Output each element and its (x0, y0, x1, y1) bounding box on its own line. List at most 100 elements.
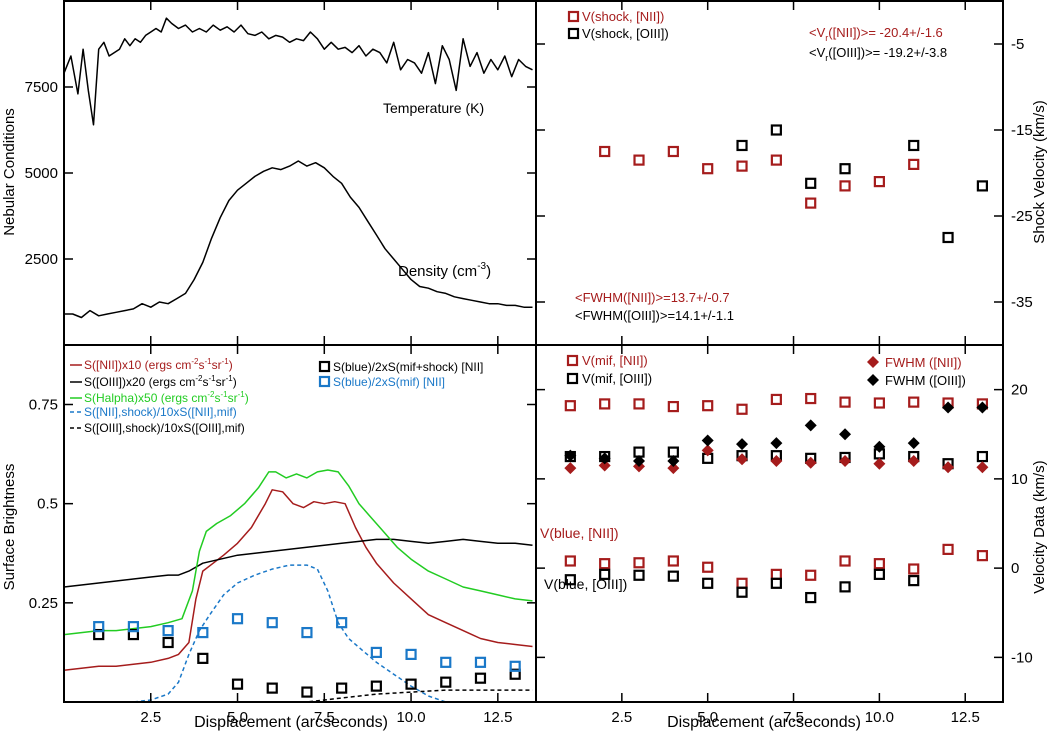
legend-vmif-nii: V(mif, [NII]) (582, 353, 648, 368)
surface-s-nii-x10-line (63, 489, 533, 672)
shock-y-tick-label: -15 (1011, 122, 1033, 139)
surface-s-blue-2xs-mif-nii-point (162, 624, 174, 637)
surface-s-blue-2xs-mif-shock-nii-point (231, 678, 244, 690)
surface-s-blue-2xs-mif-nii-point (405, 648, 417, 661)
surface-s-blue-2xs-mif-nii-point (301, 626, 313, 639)
velocity-fwhm-oiii-point (667, 455, 680, 468)
velocity-v-mif-oiii-point (976, 450, 988, 463)
legend-marker-blue-mif-shock (318, 360, 331, 373)
velocity-panel-frame (535, 344, 1004, 703)
velocity-v-blue-oiii-point (702, 577, 714, 589)
velocity-v-mif-nii-point (702, 400, 714, 412)
shock-y-tick-label: -35 (1011, 294, 1033, 311)
velocity-v-blue-oiii-point (873, 568, 885, 580)
density-annotation-close: ) (486, 263, 491, 280)
vr-nii-suffix: ([NII])>= -20.4+/-1.6 (828, 25, 943, 40)
velocity-fwhm-nii-point (873, 457, 886, 470)
vr-nii-annotation: <Vr([NII])>= -20.4+/-1.6 (809, 25, 943, 43)
shock-v-shock-oiii-point (976, 180, 988, 192)
surface-x-tick-label: 10.0 (396, 709, 425, 726)
legend-halpha-sr: sr (228, 391, 238, 405)
vr-nii-prefix: <V (809, 25, 826, 40)
vr-oiii-prefix: <V (809, 45, 826, 60)
surface-y-tick-label: 0.75 (29, 397, 58, 414)
velocity-fwhm-oiii-point (839, 428, 852, 441)
shock-v-shock-oiii-point (942, 231, 954, 244)
velocity-v-blue-nii-point (633, 557, 645, 569)
velocity-fwhm-oiii-point (564, 449, 577, 462)
legend-nii-sr: sr (212, 358, 222, 372)
surface-s-nii-shock-10xs-nii-mif-line (64, 564, 533, 703)
legend-oiii-sup1: -2 (195, 374, 203, 383)
velocity-v-blue-nii-point (736, 577, 748, 589)
velocity-x-tick-label: 5.0 (697, 709, 718, 726)
legend-halpha-sup2: -1 (221, 390, 229, 399)
shock-y-tick-label: -5 (1011, 36, 1024, 53)
velocity-fwhm-oiii-point (770, 437, 783, 450)
nebular-temperature-k-line (63, 17, 533, 126)
legend-marker-vmif-nii (566, 354, 579, 367)
legend-nii-sup3: -1 (222, 357, 230, 366)
shock-ylabel: Shock Velocity (km/s) (1031, 100, 1048, 243)
legend-nii-s: s (198, 358, 204, 372)
velocity-v-blue-nii-point (770, 568, 782, 580)
velocity-y-tick-label: 10 (1011, 471, 1028, 488)
vblue-oiii-annotation: V(blue, [OIII]) (544, 576, 627, 592)
velocity-fwhm-oiii-point (907, 437, 920, 450)
surface-s-blue-2xs-mif-shock-nii-point (474, 672, 487, 684)
surface-s-blue-2xs-mif-shock-nii-point (301, 686, 313, 698)
legend-halpha-sup3: -1 (238, 390, 246, 399)
velocity-v-blue-oiii-point (633, 569, 645, 581)
density-annotation: Density (cm-3) (398, 261, 491, 280)
marker-layer (93, 124, 989, 698)
surface-s-blue-2xs-mif-shock-nii-point (440, 676, 452, 688)
legend-marker-vmif-oiii (566, 372, 579, 385)
surface-xlabel: Displacement (arcseconds) (194, 714, 388, 731)
legend-nii-shock: S([NII],shock)/10xS([NII],mif) (84, 405, 237, 419)
velocity-v-mif-nii-point (805, 392, 817, 405)
legend-halpha-close: ) (245, 391, 249, 405)
velocity-v-mif-nii-point (736, 403, 748, 415)
velocity-x-tick-label: 10.0 (865, 709, 894, 726)
legend-oiii: S([OIII])x20 (ergs cm-2s-1sr-1) (84, 374, 237, 389)
shock-v-shock-nii-point (599, 145, 611, 158)
surface-s-blue-2xs-mif-nii-point (336, 617, 348, 629)
nebular-y-tick-label: 7500 (25, 79, 58, 96)
surface-s-blue-2xs-mif-nii-point (370, 646, 382, 659)
velocity-v-mif-nii-point (873, 397, 885, 409)
velocity-v-blue-oiii-point (599, 568, 611, 580)
surface-s-blue-2xs-mif-nii-point (93, 621, 105, 633)
legend-vshock-nii: V(shock, [NII]) (582, 9, 664, 24)
legend-marker-fwhm-oiii (867, 374, 879, 386)
velocity-v-blue-nii-point (599, 558, 611, 570)
velocity-ylabel: Velocity Data (km/s) (1031, 460, 1048, 593)
velocity-fwhm-nii-point (804, 456, 817, 469)
velocity-v-blue-oiii-point (839, 581, 851, 593)
density-annotation-exponent: -3 (477, 261, 486, 272)
velocity-v-blue-nii-point (839, 555, 851, 567)
velocity-fwhm-nii-point (701, 444, 714, 457)
velocity-fwhm-oiii-point (633, 455, 646, 468)
velocity-fwhm-oiii-point (701, 434, 714, 447)
velocity-v-blue-nii-point (873, 558, 885, 570)
velocity-fwhm-nii-point (598, 459, 611, 472)
velocity-v-blue-nii-point (976, 550, 988, 562)
vr-oiii-annotation: <Vr([OIII])>= -19.2+/-3.8 (809, 45, 947, 63)
velocity-fwhm-nii-point (942, 461, 955, 474)
shock-v-shock-oiii-point (805, 177, 817, 189)
shock-v-shock-nii-point (805, 197, 817, 209)
surface-y-tick-label: 0.25 (29, 595, 58, 612)
legend-oiii-sup3: -1 (226, 374, 234, 383)
shock-v-shock-oiii-point (770, 124, 782, 136)
legend-oiii-sr: sr (216, 375, 226, 389)
velocity-v-mif-nii-point (667, 400, 679, 413)
surface-s-blue-2xs-mif-shock-nii-point (197, 652, 209, 664)
surface-x-tick-label: 2.5 (140, 709, 161, 726)
shock-v-shock-oiii-point (736, 139, 748, 152)
nebular-y-tick-label: 2500 (25, 251, 58, 268)
surface-s-blue-2xs-mif-shock-nii-point (405, 678, 417, 690)
velocity-fwhm-nii-point (839, 455, 852, 468)
velocity-x-tick-label: 12.5 (951, 709, 980, 726)
legend-fwhm-nii: FWHM ([NII]) (885, 355, 962, 370)
temperature-annotation: Temperature (K) (383, 100, 484, 116)
